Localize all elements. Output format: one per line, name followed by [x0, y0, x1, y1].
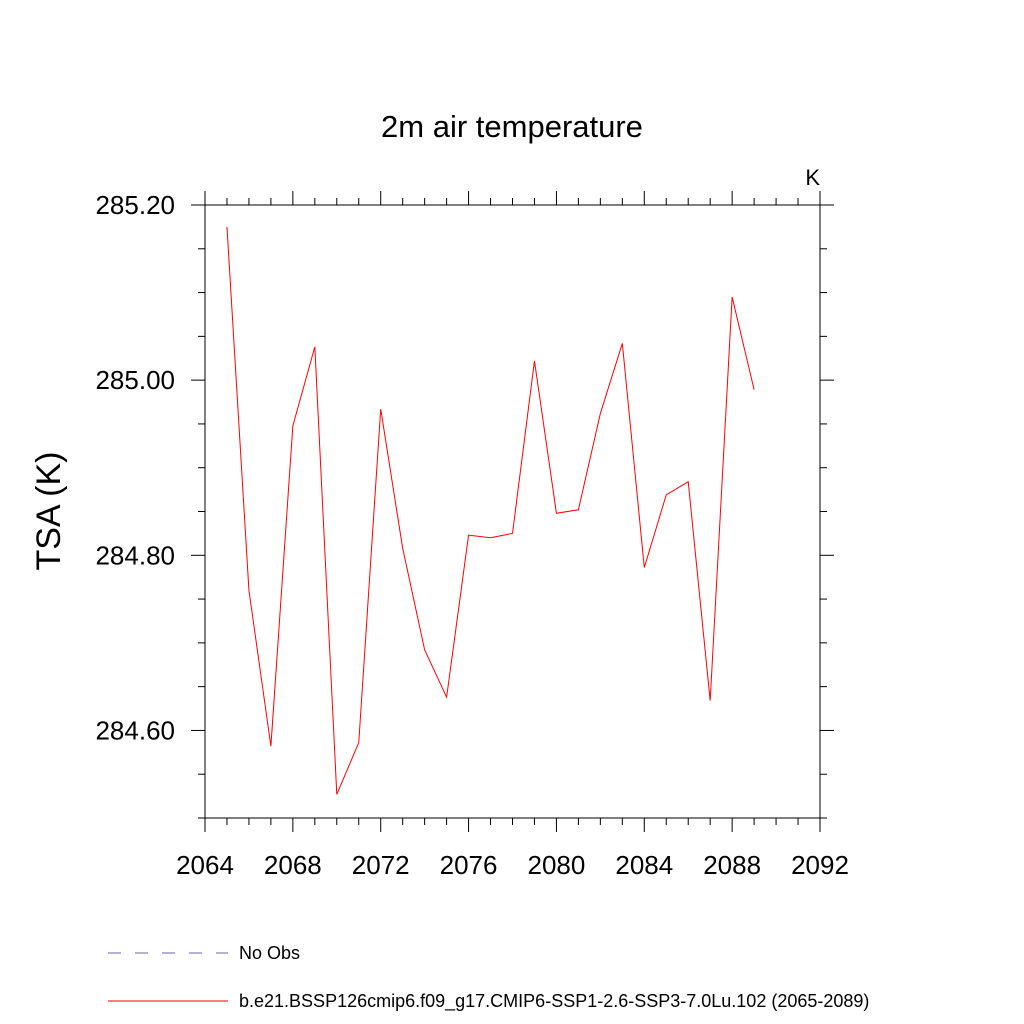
axes-layer: 2064 2068 2072 2076 2080 2084 2088 2092 284.60 28…	[95, 190, 848, 880]
y-tick-label: 285.00	[95, 365, 175, 395]
y-tick-label: 284.80	[95, 540, 175, 570]
x-tick-label: 2084	[615, 850, 673, 880]
units-label: K	[805, 165, 820, 190]
x-tick-label: 2068	[264, 850, 322, 880]
series-layer	[226, 226, 755, 795]
legend: No Obs b.e21.BSSP126cmip6.f09_g17.CMIP6-…	[108, 943, 869, 1012]
y-tick-label: 285.20	[95, 190, 175, 220]
y-tick-label: 284.60	[95, 715, 175, 745]
legend-label-no-obs: No Obs	[239, 943, 300, 963]
x-tick-label: 2088	[703, 850, 761, 880]
x-tick-label: 2076	[440, 850, 498, 880]
x-tick-label: 2072	[352, 850, 410, 880]
x-tick-label: 2064	[176, 850, 234, 880]
series-line-1	[226, 226, 755, 795]
x-tick-label: 2080	[528, 850, 586, 880]
x-tick-label: 2092	[791, 850, 849, 880]
chart-title: 2m air temperature	[381, 109, 643, 144]
legend-label-model-run: b.e21.BSSP126cmip6.f09_g17.CMIP6-SSP1-2.…	[239, 991, 869, 1012]
y-axis-label: TSA (K)	[30, 451, 68, 570]
